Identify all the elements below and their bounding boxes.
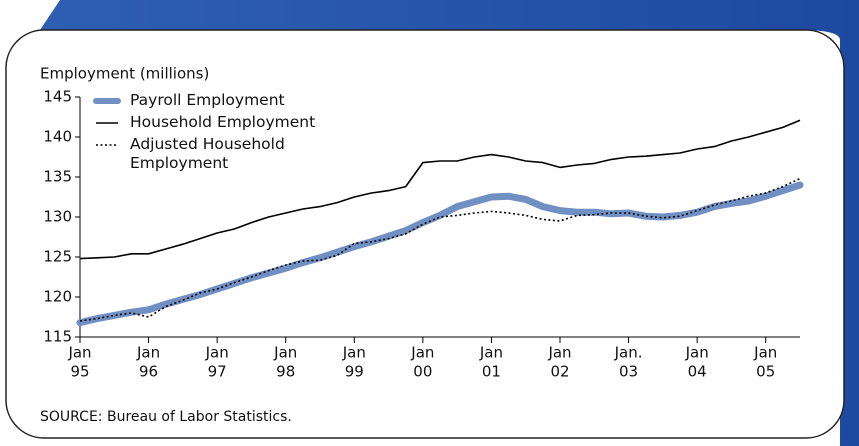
x-tick-label: Jan	[479, 344, 503, 362]
x-tick-label: Jan	[205, 344, 229, 362]
legend-item: Payroll Employment	[92, 91, 345, 110]
legend-swatch	[93, 98, 121, 104]
y-tick-label: 115	[43, 328, 72, 346]
source: SOURCE: Bureau of Labor Statistics.	[40, 409, 292, 425]
legend-label: Household Employment	[130, 113, 316, 131]
x-tick-year: 05	[756, 363, 775, 381]
x-tick-label: Jan	[547, 344, 571, 362]
y-tick-label: 145	[43, 88, 72, 106]
y-tick-label: 125	[43, 248, 72, 266]
x-tick-label: Jan	[410, 344, 434, 362]
x-tick-label: Jan	[685, 344, 709, 362]
legend-item: Adjusted Household Employment	[92, 135, 345, 173]
y-tick-label: 120	[43, 288, 72, 306]
x-tick-year: 01	[482, 363, 501, 381]
frame	[5, 29, 845, 439]
x-tick-label: Jan	[753, 344, 777, 362]
x-tick-label: Jan	[67, 344, 91, 362]
x-tick-year: 04	[688, 363, 707, 381]
x-tick-year: 95	[70, 363, 89, 381]
x-tick-year: 02	[550, 363, 569, 381]
x-tick-label: Jan.	[614, 344, 643, 362]
series-line	[79, 177, 801, 322]
x-tick-year: 97	[208, 363, 227, 381]
legend-item: Household Employment	[92, 113, 345, 132]
x-tick-label: Jan	[136, 344, 160, 362]
legend-label: Adjusted Household Employment	[130, 135, 285, 172]
series-line	[79, 119, 801, 260]
x-tick-year: 98	[276, 363, 295, 381]
series-line	[76, 181, 804, 327]
x-tick-label: Jan	[342, 344, 366, 362]
y-tick-label: 140	[43, 128, 72, 146]
x-tick-year: 96	[139, 363, 158, 381]
x-tick-year: 00	[413, 363, 432, 381]
y-tick-label: 130	[43, 208, 72, 226]
x-tick-label: Jan	[273, 344, 297, 362]
legend: Payroll Employment Household Employment Ad…	[92, 91, 345, 176]
y-axis-title: Employment (millions)	[40, 65, 209, 83]
legend-label: Payroll Employment	[130, 91, 285, 109]
legend-swatch	[96, 144, 118, 146]
x-tick-year: 03	[619, 363, 638, 381]
legend-swatch	[96, 122, 118, 124]
y-tick-label: 135	[43, 168, 72, 186]
x-tick-year: 99	[345, 363, 364, 381]
